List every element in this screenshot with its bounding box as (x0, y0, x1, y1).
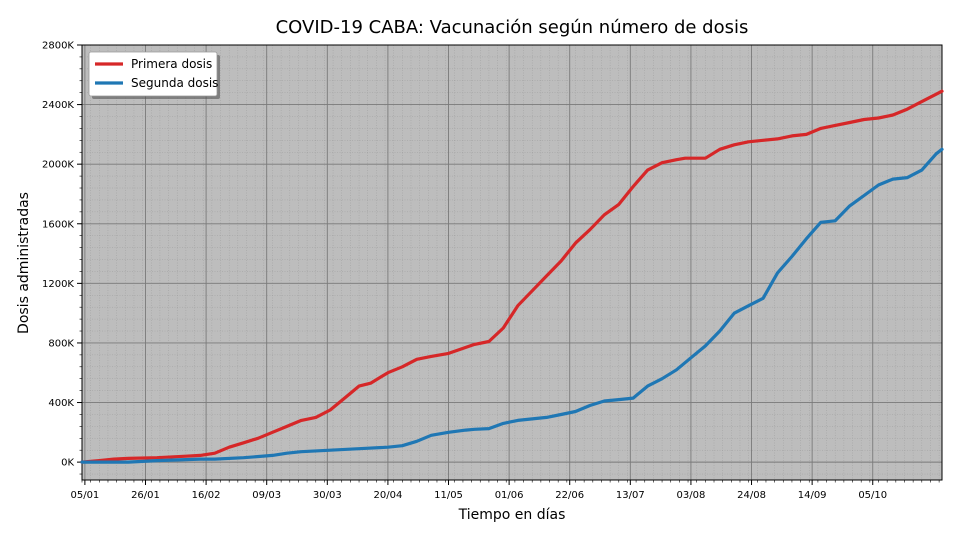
legend-label: Primera dosis (131, 57, 212, 71)
plot-frame (81, 44, 943, 481)
x-axis-label: Tiempo en días (458, 507, 566, 523)
plot-area: 05/01 26/01 16/02 09/03 30/03 20/04 11/05 01/06… (42, 41, 944, 501)
chart-title: COVID-19 CABA: Vacunación según número d… (276, 17, 749, 38)
y-tick-label: 0K (61, 458, 74, 469)
y-tick-label: 800K (48, 338, 74, 349)
x-tick-label: 11/05 (434, 490, 463, 501)
x-tick-label: 09/03 (252, 490, 281, 501)
y-tick-label: 400K (48, 398, 74, 409)
y-tick-label: 1600K (42, 219, 74, 230)
y-tick-label: 2000K (42, 160, 74, 171)
legend-label: Segunda dosis (131, 76, 218, 90)
x-tick-label: 03/08 (677, 490, 706, 501)
y-axis-label: Dosis administradas (16, 192, 32, 334)
x-tick-label: 14/09 (798, 490, 827, 501)
series-line-primera-dosis (80, 89, 944, 464)
y-tick-label: 2800K (42, 41, 74, 52)
x-tick-label: 05/01 (70, 490, 99, 501)
plot-background (82, 45, 942, 480)
x-tick-label: 16/02 (192, 490, 221, 501)
x-tick-label: 24/08 (737, 490, 766, 501)
x-tick-label: 26/01 (131, 490, 160, 501)
x-tick-label: 05/10 (858, 490, 887, 501)
x-tick-label: 01/06 (495, 490, 524, 501)
y-tick-label: 1200K (42, 279, 74, 290)
x-tick-label: 22/06 (555, 490, 584, 501)
x-tick-label: 13/07 (616, 490, 645, 501)
x-tick-label: 20/04 (373, 490, 402, 501)
y-tick-label: 2400K (42, 100, 74, 111)
x-tick-label: 30/03 (313, 490, 342, 501)
series-line-segunda-dosis (80, 147, 944, 464)
